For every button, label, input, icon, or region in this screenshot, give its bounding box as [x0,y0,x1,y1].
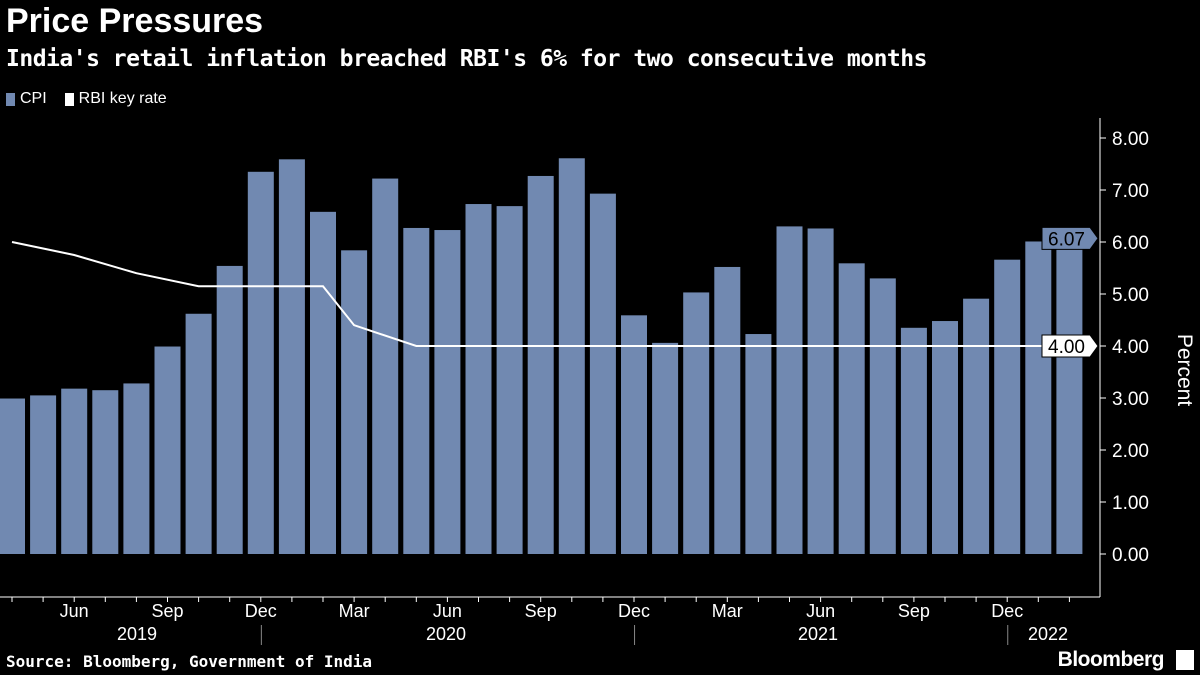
bar-cpi [185,313,212,554]
bar-cpi [869,278,896,554]
x-tick-label: Jun [60,601,89,621]
bar-cpi [963,298,990,554]
legend-item-rbi: RBI key rate [64,90,167,108]
y-axis-label: Percent [1173,334,1196,407]
bar-cpi [589,193,616,554]
y-tick-label: 1.00 [1112,493,1149,514]
y-tick-label: 5.00 [1112,285,1149,306]
callout-cpi: 6.07 [1048,229,1085,250]
legend-item-cpi: CPI [6,90,47,108]
x-tick-label: Sep [151,601,183,621]
bar-cpi [310,211,336,554]
bar-cpi [247,171,274,555]
bar-cpi [496,206,523,554]
bar-cpi [403,227,430,554]
bar-cpi [527,175,554,554]
x-tick-label: Dec [991,601,1023,621]
legend-label-rbi: RBI key rate [78,90,167,107]
x-tick-label: Sep [525,601,557,621]
legend: CPI RBI key rate [6,90,167,108]
bar-cpi [838,263,865,554]
callout-rbi-box [1041,334,1099,358]
bar-cpi [0,398,25,554]
bar-cpi [994,259,1021,554]
bar-cpi [776,226,803,554]
x-tick-label: Dec [245,601,277,621]
legend-swatch-cpi [6,92,15,106]
callout-cpi-box [1041,226,1099,250]
legend-label-cpi: CPI [20,90,47,107]
bar-cpi [1025,241,1052,555]
bar-cpi [123,383,150,554]
legend-swatch-rbi [64,92,74,106]
x-tick-label: Jun [433,601,462,621]
x-tick-label: Dec [618,601,650,621]
x-tick-label: Sep [898,601,930,621]
bar-cpi [216,265,243,554]
bloomberg-logo: Bloomberg [1057,648,1165,671]
bar-cpi [92,390,119,554]
y-tick-label: 6.00 [1112,233,1149,254]
callout-rbi: 4.00 [1048,337,1085,358]
bar-cpi [465,204,492,555]
source-note: Source: Bloomberg, Government of India [6,652,373,671]
y-tick-label: 8.00 [1112,129,1149,150]
bar-cpi [683,292,710,554]
bar-cpi [61,388,88,554]
bar-cpi [154,346,181,554]
y-tick-label: 7.00 [1112,181,1149,202]
x-tick-label: Mar [712,601,743,621]
x-year-label: 2021 [798,624,838,644]
y-tick-label: 4.00 [1112,337,1149,358]
bloomberg-logo-icon [1176,650,1194,670]
bar-cpi [621,315,647,554]
bar-cpi [558,158,585,554]
bar-cpi [1056,238,1083,555]
y-tick-label: 2.00 [1112,441,1149,462]
bar-cpi [714,266,741,554]
bar-cpi [932,321,958,554]
bar-cpi [807,228,834,555]
bar-cpi [900,327,927,554]
bar-cpi [745,334,772,554]
chart-title: Price Pressures [6,2,264,40]
y-tick-label: 3.00 [1112,389,1149,410]
x-tick-label: Jun [806,601,835,621]
x-tick-label: Mar [339,601,370,621]
bar-cpi [434,230,461,555]
x-year-label: 2022 [1028,624,1068,644]
bar-cpi [30,395,57,554]
chart-subtitle: India's retail inflation breached RBI's … [6,46,927,72]
y-tick-label: 0.00 [1112,545,1149,566]
line-rbi-key-rate [11,241,1070,347]
bar-cpi [341,250,368,554]
x-year-label: 2020 [426,624,466,644]
x-year-label: 2019 [117,624,157,644]
bar-cpi [372,178,399,554]
bar-cpi [278,159,305,554]
bar-cpi [652,342,679,554]
